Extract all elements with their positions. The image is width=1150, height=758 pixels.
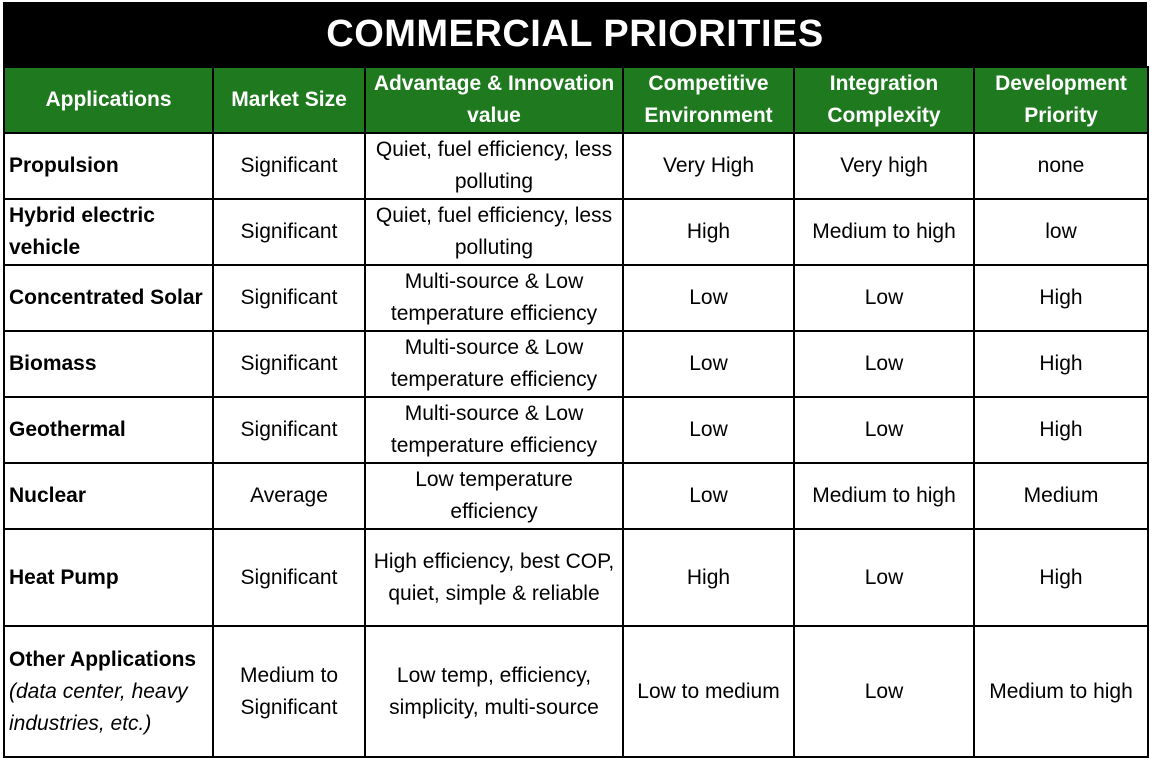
header-row: Applications Market Size Advantage & Inn… xyxy=(3,66,1149,134)
advantage-cell: Multi-source & Low temperature efficienc… xyxy=(364,264,624,332)
column-header-market-size: Market Size xyxy=(212,66,366,134)
application-name: Other Applications xyxy=(9,647,197,671)
priority-cell: High xyxy=(973,264,1149,332)
application-cell: Hybrid electric vehicle xyxy=(3,198,214,266)
advantage-cell: Low temperature efficiency xyxy=(364,462,624,530)
priority-cell: Medium xyxy=(973,462,1149,530)
table-row: Heat Pump Significant High efficiency, b… xyxy=(3,528,1149,627)
integration-cell: Low xyxy=(793,528,975,627)
priority-cell: Medium to high xyxy=(973,625,1149,758)
competitive-cell: Very High xyxy=(622,132,795,200)
advantage-cell: Multi-source & Low temperature efficienc… xyxy=(364,330,624,398)
priority-cell: High xyxy=(973,396,1149,464)
market-size-cell: Significant xyxy=(212,528,366,627)
application-name: Nuclear xyxy=(9,484,87,507)
application-cell: Heat Pump xyxy=(3,528,214,627)
application-name: Propulsion xyxy=(9,154,119,177)
table-row: Other Applications (data center, heavy in… xyxy=(3,625,1149,758)
market-size-cell: Significant xyxy=(212,132,366,200)
priority-cell: low xyxy=(973,198,1149,266)
priority-cell: High xyxy=(973,528,1149,627)
application-name: Heat Pump xyxy=(9,565,119,589)
application-name: Concentrated Solar xyxy=(9,286,203,309)
column-header-integration: Integration Complexity xyxy=(793,66,975,134)
column-header-competitive: Competitive Environment xyxy=(622,66,795,134)
priorities-table: Applications Market Size Advantage & Inn… xyxy=(3,66,1149,758)
market-size-cell: Medium to Significant xyxy=(212,625,366,758)
column-header-advantage: Advantage & Innovation value xyxy=(364,66,624,134)
application-name: Hybrid electric vehicle xyxy=(9,204,155,259)
advantage-cell: Quiet, fuel efficiency, less polluting xyxy=(364,132,624,200)
advantage-cell: Low temp, efficiency, simplicity, multi-… xyxy=(364,625,624,758)
advantage-cell: High efficiency, best COP, quiet, simple… xyxy=(364,528,624,627)
integration-cell: Medium to high xyxy=(793,198,975,266)
application-name: Geothermal xyxy=(9,418,126,441)
market-size-cell: Average xyxy=(212,462,366,530)
competitive-cell: Low to medium xyxy=(622,625,795,758)
integration-cell: Medium to high xyxy=(793,462,975,530)
competitive-cell: Low xyxy=(622,396,795,464)
priority-cell: High xyxy=(973,330,1149,398)
table-row: Concentrated Solar Significant Multi-sou… xyxy=(3,264,1149,332)
competitive-cell: Low xyxy=(622,462,795,530)
competitive-cell: High xyxy=(622,528,795,627)
competitive-cell: Low xyxy=(622,264,795,332)
market-size-cell: Significant xyxy=(212,198,366,266)
table-row: Geothermal Significant Multi-source & Lo… xyxy=(3,396,1149,464)
application-cell: Propulsion xyxy=(3,132,214,200)
priority-cell: none xyxy=(973,132,1149,200)
table-title: COMMERCIAL PRIORITIES xyxy=(3,2,1147,66)
integration-cell: Low xyxy=(793,264,975,332)
integration-cell: Low xyxy=(793,330,975,398)
table-row: Propulsion Significant Quiet, fuel effic… xyxy=(3,132,1149,200)
advantage-cell: Quiet, fuel efficiency, less polluting xyxy=(364,198,624,266)
column-header-priority: Development Priority xyxy=(973,66,1149,134)
integration-cell: Very high xyxy=(793,132,975,200)
competitive-cell: Low xyxy=(622,330,795,398)
competitive-cell: High xyxy=(622,198,795,266)
table-row: Biomass Significant Multi-source & Low t… xyxy=(3,330,1149,398)
application-note: (data center, heavy industries, etc.) xyxy=(9,679,188,735)
column-header-applications: Applications xyxy=(3,66,214,134)
market-size-cell: Significant xyxy=(212,396,366,464)
application-cell: Biomass xyxy=(3,330,214,398)
market-size-cell: Significant xyxy=(212,264,366,332)
table-row: Hybrid electric vehicle Significant Quie… xyxy=(3,198,1149,266)
application-cell: Concentrated Solar xyxy=(3,264,214,332)
application-cell: Nuclear xyxy=(3,462,214,530)
integration-cell: Low xyxy=(793,625,975,758)
application-name: Biomass xyxy=(9,352,97,375)
table-row: Nuclear Average Low temperature efficien… xyxy=(3,462,1149,530)
application-cell: Geothermal xyxy=(3,396,214,464)
advantage-cell: Multi-source & Low temperature efficienc… xyxy=(364,396,624,464)
integration-cell: Low xyxy=(793,396,975,464)
application-cell: Other Applications (data center, heavy in… xyxy=(3,625,214,758)
market-size-cell: Significant xyxy=(212,330,366,398)
